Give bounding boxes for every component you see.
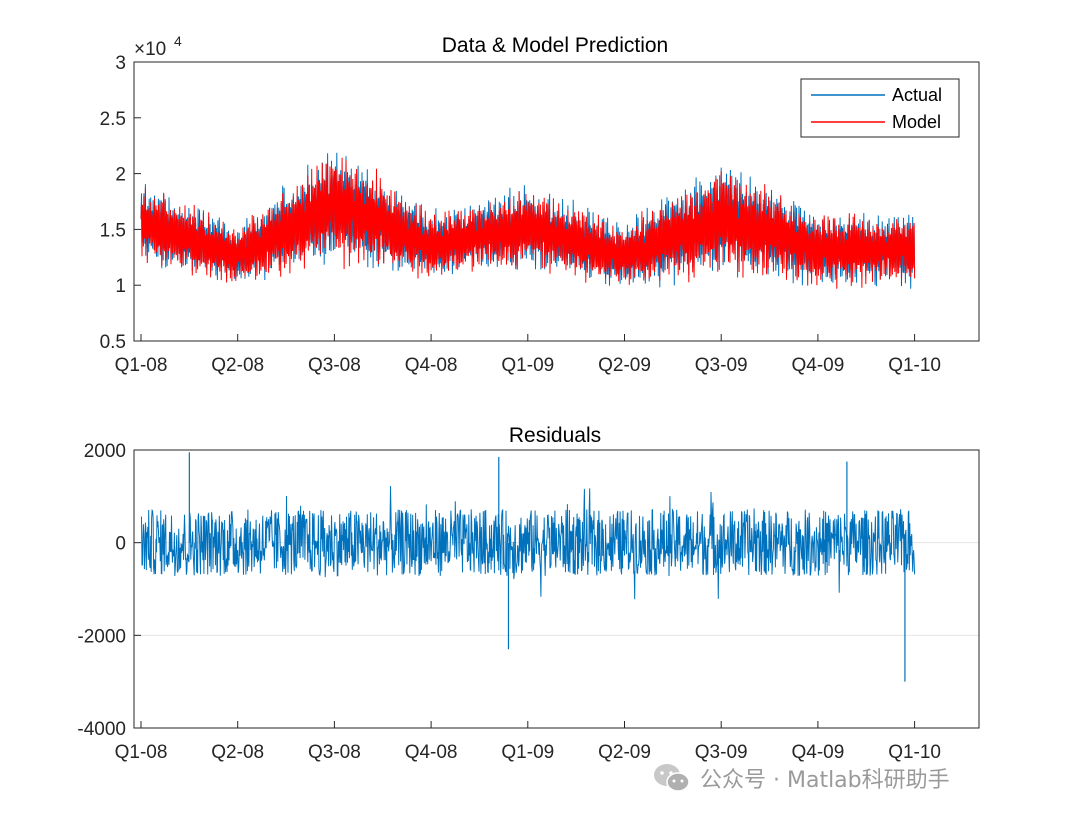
top-y-exponent: ×10 4 <box>134 33 182 60</box>
watermark-text: 公众号 · Matlab科研助手 <box>700 768 950 793</box>
top-axes-box <box>133 61 980 342</box>
top-y-ticks: 0.5 1 1.5 2 2.5 3 <box>100 53 141 353</box>
top-y-exponent-power: 4 <box>174 33 182 49</box>
y-tick-label: 1 <box>115 276 126 297</box>
watermark: 公众号 · Matlab科研助手 <box>652 760 950 796</box>
y-tick-label: 2.5 <box>100 109 126 130</box>
y-tick-label: 1.5 <box>100 220 126 241</box>
x-tick-label: Q1-08 <box>115 355 168 376</box>
x-tick-label: Q1-10 <box>888 742 941 763</box>
x-tick-label: Q4-09 <box>791 742 844 763</box>
bottom-x-ticks: Q1-08 Q2-08 Q3-08 Q4-08 Q1-09 Q2-09 Q3-09 Q4-09… <box>115 721 941 763</box>
x-tick-label: Q2-08 <box>211 355 264 376</box>
x-tick-label: Q4-09 <box>791 355 844 376</box>
x-tick-label: Q4-08 <box>405 742 458 763</box>
x-tick-label: Q3-08 <box>308 742 361 763</box>
top-x-ticks: Q1-08 Q2-08 Q3-08 Q4-08 Q1-09 Q2-09 Q3-09 Q4-09… <box>115 334 941 376</box>
bottom-y-ticks: 2000 0 -2000 -4000 <box>77 441 141 740</box>
y-tick-label: 3 <box>115 53 126 74</box>
x-tick-label: Q3-08 <box>308 355 361 376</box>
x-tick-label: Q2-08 <box>211 742 264 763</box>
x-tick-label: Q4-08 <box>405 355 458 376</box>
x-tick-label: Q3-09 <box>695 742 748 763</box>
x-tick-label: Q1-10 <box>888 355 941 376</box>
top-chart: Data & Model Prediction ×10 4 0.5 1 1.5 2 2.… <box>100 33 980 376</box>
x-tick-label: Q2-09 <box>598 742 651 763</box>
legend-label-model: Model <box>892 112 941 132</box>
bottom-series-group <box>140 452 916 682</box>
x-tick-label: Q2-09 <box>598 355 651 376</box>
y-tick-label: 2000 <box>84 441 126 462</box>
bottom-chart-title: Residuals <box>509 424 601 447</box>
legend-box <box>800 78 960 138</box>
y-tick-label: 0.5 <box>100 332 126 353</box>
bottom-chart: Residuals 2000 0 -2000 -4000 Q1-08 Q2-08 Q3-0… <box>77 424 980 763</box>
series-line-residual <box>140 486 916 600</box>
bottom-axes-box <box>133 449 980 729</box>
wechat-icon <box>654 764 690 792</box>
top-series-group <box>140 152 916 289</box>
x-tick-label: Q3-09 <box>695 355 748 376</box>
y-tick-label: -2000 <box>77 626 126 647</box>
series-line-model <box>140 157 916 289</box>
y-tick-label: 0 <box>115 534 126 555</box>
y-tick-label: 2 <box>115 165 126 186</box>
x-tick-label: Q1-09 <box>501 742 554 763</box>
legend: Actual Model <box>800 78 960 138</box>
y-tick-label: -4000 <box>77 719 126 740</box>
x-tick-label: Q1-08 <box>115 742 168 763</box>
top-y-exponent-base: ×10 <box>134 39 166 60</box>
legend-label-actual: Actual <box>892 85 942 105</box>
x-tick-label: Q1-09 <box>501 355 554 376</box>
top-chart-title: Data & Model Prediction <box>442 34 668 57</box>
